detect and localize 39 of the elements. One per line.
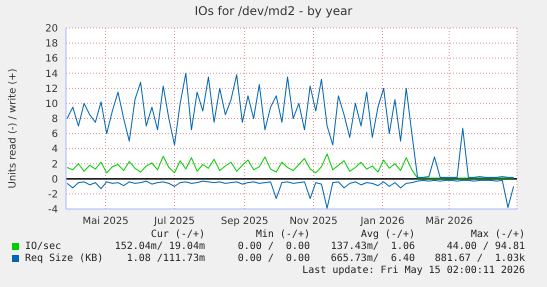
y-tick-label: 16 <box>45 54 58 65</box>
text: 44.00 / 94.81 <box>446 241 525 252</box>
x-tick-label: Jan 2026 <box>359 216 405 228</box>
text: Cur (-/+) <box>150 229 205 240</box>
chart-title: IOs for /dev/md2 - by year <box>194 4 354 18</box>
y-tick-label: -2 <box>48 189 58 200</box>
text: 0.00 / 0.00 <box>238 253 310 264</box>
line-series <box>66 153 514 179</box>
line-series <box>66 180 514 209</box>
text: 152.04m/ 19.04m <box>114 241 205 252</box>
y-tick-label: 8 <box>52 114 58 126</box>
y-tick-label: 18 <box>45 38 58 50</box>
line-series <box>66 72 514 178</box>
text: 0.00 / 0.00 <box>238 241 310 252</box>
x-tick-label: Nov 2025 <box>289 216 338 228</box>
y-tick-label: 14 <box>45 68 58 80</box>
text: 665.73m/ 6.40 <box>330 253 415 264</box>
text: Last update: Fri May 15 02:00:11 2026 <box>302 265 525 276</box>
legend-label: Req Size (KB) <box>24 253 104 264</box>
text: 137.43m/ 1.06 <box>330 241 415 252</box>
text: 1.08 /111.73m <box>126 253 205 264</box>
y-tick-label: 0 <box>52 174 58 186</box>
text: Max (-/+) <box>470 229 525 240</box>
text: Min (-/+) <box>256 229 310 240</box>
y-axis-title: Units read (-) / write (+) <box>8 68 19 188</box>
legend-label: IO/sec <box>24 241 62 252</box>
y-tick-label: 20 <box>45 24 58 35</box>
x-tick-label: Sep 2025 <box>220 216 268 228</box>
y-tick-label: 2 <box>52 159 58 170</box>
text: 881.67 / 1.03k <box>434 253 525 264</box>
x-tick-label: Jul 2025 <box>153 216 195 228</box>
text: Avg (-/+) <box>360 229 415 240</box>
x-tick-label: Mai 2025 <box>82 216 129 228</box>
y-tick-label: 12 <box>45 84 58 95</box>
y-tick-label: 10 <box>45 98 58 110</box>
y-tick-label: 4 <box>52 144 58 156</box>
y-tick-label: 6 <box>52 129 58 140</box>
y-tick-label: -4 <box>48 204 58 216</box>
x-tick-label: Mär 2026 <box>425 216 473 228</box>
